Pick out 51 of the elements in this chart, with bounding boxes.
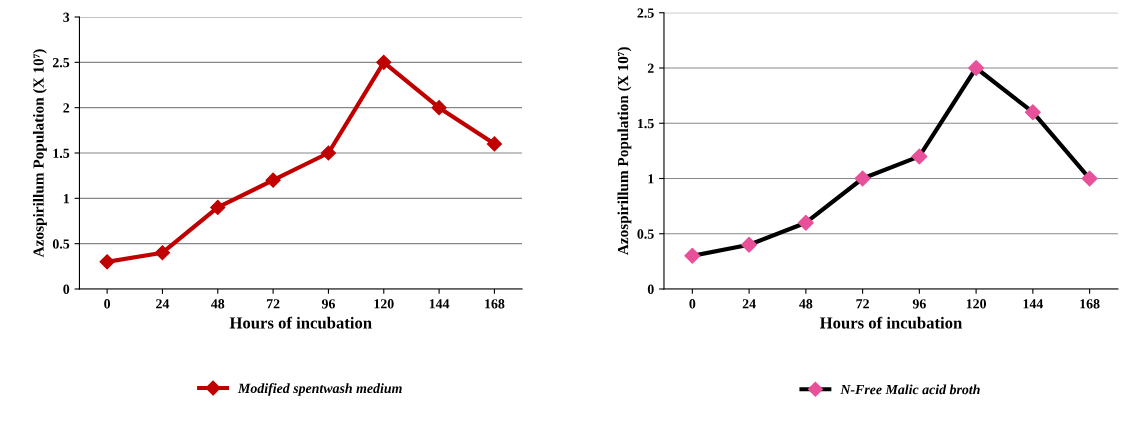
y-tick-label: 0.5	[637, 229, 654, 239]
y-tick-label: 2.5	[637, 8, 654, 18]
x-tick-label: 120	[374, 299, 394, 309]
point	[684, 247, 701, 264]
x-tick-label: 24	[742, 299, 756, 309]
x-tick-label: 144	[429, 299, 450, 309]
y-tick-label: 2	[647, 63, 654, 73]
x-tick-label: 48	[211, 299, 225, 309]
y-tick-label: 3	[63, 12, 70, 22]
x-tick-label: 168	[1080, 299, 1100, 309]
y-tick-label: 0.5	[52, 239, 70, 249]
point	[265, 172, 281, 188]
x-tick-label: 72	[266, 299, 280, 309]
x-tick-label: 144	[1023, 299, 1044, 309]
point	[1024, 104, 1041, 121]
y-tick-label: 1.5	[53, 148, 70, 159]
point	[154, 245, 171, 261]
x-axis-title: Hours of incubation	[819, 316, 963, 329]
point	[911, 148, 928, 165]
x-tick-label: 96	[321, 299, 335, 309]
legend-label: N-Free Malic acid broth	[840, 384, 980, 395]
x-tick-label: 168	[485, 299, 505, 309]
y-tick-label: 2	[63, 103, 70, 113]
y-tick-label: 0	[63, 284, 70, 294]
point	[210, 199, 226, 215]
point	[486, 136, 503, 152]
point	[968, 60, 985, 76]
point	[854, 170, 871, 187]
y-tick-label: 2.5	[52, 57, 70, 68]
x-tick-label: 96	[912, 299, 926, 309]
x-tick-label: 48	[799, 299, 813, 309]
y-tick-label: 1	[63, 193, 70, 204]
point	[741, 236, 758, 253]
x-tick-label: 0	[689, 299, 696, 309]
point	[431, 100, 447, 116]
x-tick-label: 24	[156, 299, 170, 309]
y-axis-title: Azospirillum Population (X 10⁷)	[617, 47, 632, 256]
y-tick-label: 0	[647, 284, 654, 294]
point	[1081, 170, 1098, 187]
x-tick-label: 72	[856, 299, 869, 309]
y-tick-label: 1	[648, 174, 654, 184]
y-tick-label: 1.5	[638, 118, 654, 129]
x-tick-label: 0	[104, 299, 111, 309]
legend-label: Modified spentwash medium	[237, 383, 402, 396]
point	[99, 254, 115, 270]
point	[376, 54, 392, 70]
point	[320, 145, 337, 161]
point	[797, 214, 814, 231]
x-tick-label: 120	[966, 299, 986, 309]
y-axis-title: Azospirillum Population (X 10⁷)	[32, 49, 47, 258]
x-axis-title: Hours of incubation	[229, 316, 372, 329]
